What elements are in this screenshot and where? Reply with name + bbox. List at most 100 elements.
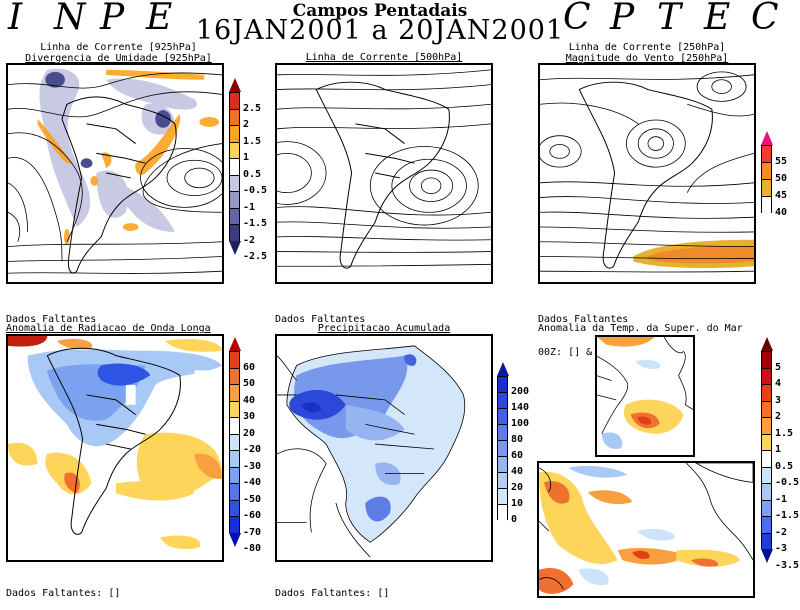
sst-fill: [597, 337, 684, 449]
map-panel-925hpa-moisture-divergence[interactable]: [6, 63, 224, 284]
colorbar-segment: [229, 224, 240, 241]
colorbar-tick-label: -60: [243, 510, 262, 521]
colorbar-segment: [229, 207, 240, 224]
panel4-title: Anomalia de Radiacao de Onda Longa: [6, 323, 231, 334]
colorbar-tick-label: -50: [243, 493, 262, 505]
colorbar-segment: [229, 384, 240, 401]
colorbar-tick-label: 20: [243, 427, 256, 439]
colorbar-tick-label: 10: [511, 498, 524, 509]
panel3-subtitle-line: Magnitude do Vento [250hPa]: [565, 53, 729, 64]
colorbar-tick-label: 80: [511, 434, 524, 445]
note-line: Dados Faltantes: []: [6, 588, 121, 599]
colorbar-tick-label: 3: [775, 394, 782, 406]
colorbar-segment: [229, 433, 240, 450]
colorbar-segment: [229, 141, 240, 158]
colorbar-tick-label: 2: [775, 411, 782, 422]
colorbar-tick-label: -1.5: [775, 510, 800, 521]
colorbar-tick-label: 45: [775, 190, 788, 201]
note-line: Dados Faltantes: []: [275, 588, 390, 599]
colorbar-tick-label: 5: [775, 361, 782, 373]
colorbar-segment: [761, 433, 772, 450]
colorbar-segment: [229, 450, 240, 467]
map-panel-olr-anomaly[interactable]: [6, 334, 224, 562]
streamlines: [8, 72, 222, 274]
colorbar-top-arrow: [497, 362, 509, 376]
map-panel-500hpa-streamlines[interactable]: [275, 63, 493, 284]
map-svg: [277, 345, 466, 558]
date-range: 16JAN2001 a 20JAN2001: [195, 15, 565, 46]
brand-letter: N: [54, 0, 86, 38]
colorbar-segment: [497, 424, 508, 440]
colorbar-tick-label: 40: [511, 466, 524, 477]
panel2-title: Linha de Corrente [500hPa]: [275, 52, 493, 63]
map-panel-sst-anomaly-atlantic[interactable]: [595, 335, 695, 457]
colorbar-tick-label: 40: [775, 207, 788, 218]
brand-letter: E: [146, 0, 173, 38]
colorbar-segment: [497, 456, 508, 472]
colorbar-segment: [761, 516, 772, 533]
page-title: Campos Pentadais: [292, 1, 468, 21]
colorbar-segment: [229, 516, 240, 533]
colorbar-segment: [497, 504, 508, 520]
colorbar-tick-label: -3.5: [775, 559, 800, 571]
panel5-missing-data-note: Dados Faltantes: []: [275, 566, 389, 610]
colorbar-tick-label: -2: [243, 234, 256, 246]
panel4-missing-data-note: Dados Faltantes: []: [6, 566, 120, 610]
colorbar-tick-label: -40: [243, 477, 262, 488]
colorbar-tick-label: 0.5: [243, 168, 262, 180]
colorbar-tick-label: 55: [775, 156, 788, 167]
colorbar-tick-label: -80: [243, 543, 262, 554]
colorbar-tick-label: 20: [511, 482, 524, 493]
colorbar-tick-label: 50: [775, 173, 788, 184]
panel5-title: Precipitacao Acumulada: [275, 323, 493, 334]
colorbar-tick-label: 30: [243, 411, 256, 422]
colorbar-segment: [761, 499, 772, 516]
colorbar-segment: [761, 179, 772, 196]
colorbar-segment: [761, 367, 772, 384]
map-panel-sst-anomaly-pacific[interactable]: [537, 461, 755, 598]
colorbar-tick-label: 200: [511, 386, 530, 397]
colorbar-segment: [229, 400, 240, 417]
colorbar-tick-label: -1: [243, 201, 256, 213]
colorbar-tick-label: 2.5: [243, 102, 262, 114]
panel3-title-line: Linha de Corrente [250hPa]: [568, 42, 726, 53]
country-borders: [277, 345, 466, 558]
map-svg: [8, 336, 222, 550]
colorbar-tick-label: -70: [243, 526, 262, 538]
colorbar-tick-label: 2: [243, 119, 250, 130]
colorbar-segment: [229, 92, 240, 109]
brand-letter: P: [610, 0, 635, 38]
colorbar-bottom-arrow: [229, 532, 241, 547]
brand-letter: E: [704, 0, 731, 38]
note-line: Dados Faltantes: [6, 314, 97, 325]
precip-fill: [286, 345, 465, 543]
colorbar-bottom-arrow: [229, 240, 241, 255]
panel2-title-line: Linha de Corrente [500hPa]: [305, 52, 463, 63]
colorbar-tick-label: 0.5: [775, 460, 794, 472]
continent-outline: [597, 337, 693, 434]
colorbar-tick-label: -1.5: [243, 218, 268, 229]
colorbar-tick-label: -3: [775, 543, 788, 554]
colorbar-segment: [229, 125, 240, 142]
colorbar-tick-label: -2: [775, 526, 788, 538]
colorbar-tick-label: -1: [775, 493, 788, 505]
continent-outline: [539, 463, 753, 590]
continent-outline: [578, 81, 713, 269]
colorbar-tick-label: 50: [243, 378, 256, 389]
colorbar-segment: [497, 472, 508, 488]
map-svg: [540, 71, 754, 273]
colorbar-segment: [761, 450, 772, 467]
map-panel-accumulated-precipitation[interactable]: [275, 334, 493, 562]
map-panel-250hpa-wind-magnitude[interactable]: [538, 63, 756, 284]
brand-letter: C: [751, 0, 779, 38]
colorbar-tick-label: -20: [243, 444, 262, 455]
colorbar-segment: [229, 417, 240, 434]
colorbar-tick-label: 1.5: [775, 427, 794, 439]
colorbar-segment: [761, 162, 772, 179]
colorbar-tick-label: -0.5: [775, 477, 800, 488]
colorbar-tick-label: 100: [511, 418, 530, 429]
colorbar-segment: [761, 483, 772, 500]
colorbar-segment: [761, 196, 772, 213]
